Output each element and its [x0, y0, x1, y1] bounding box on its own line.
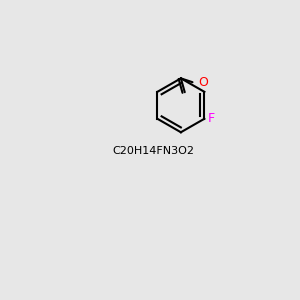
Text: O: O: [199, 76, 208, 89]
Text: F: F: [208, 112, 215, 125]
Text: C20H14FN3O2: C20H14FN3O2: [113, 146, 195, 157]
